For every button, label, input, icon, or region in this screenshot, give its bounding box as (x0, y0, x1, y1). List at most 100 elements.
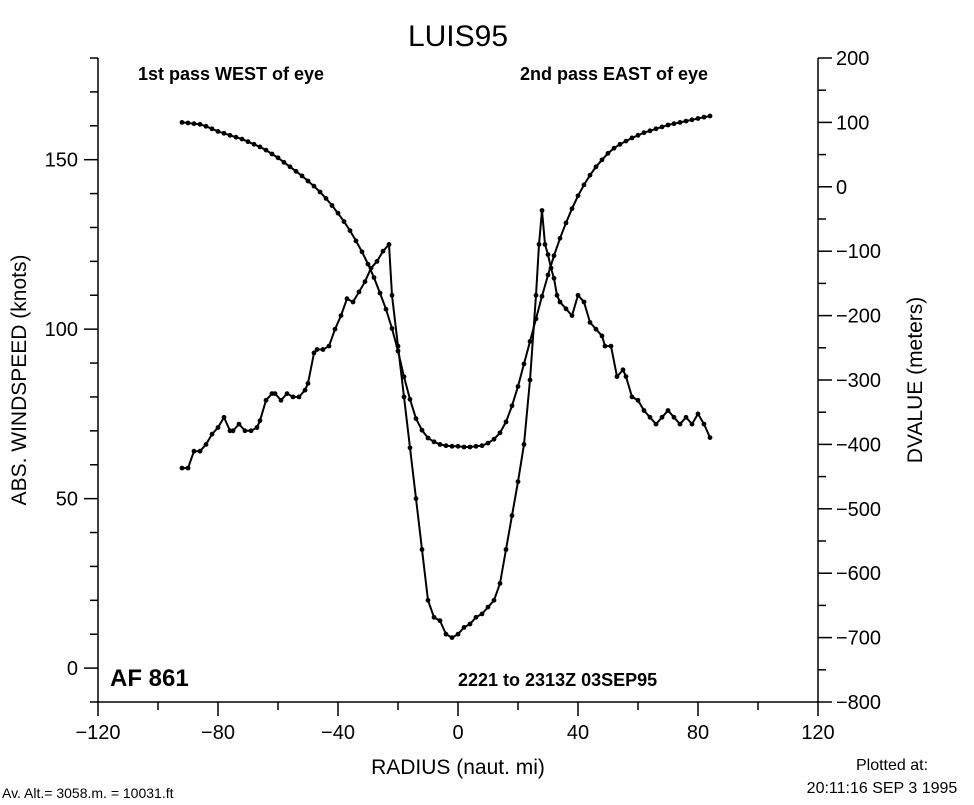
windspeed-point (443, 631, 449, 637)
dvalue-point (599, 157, 605, 163)
annotation-aircraft: AF 861 (110, 665, 189, 692)
dvalue-point (683, 118, 689, 124)
dvalue-point (581, 182, 587, 188)
windspeed-point (254, 425, 260, 430)
windspeed-point (326, 343, 332, 349)
x-tick-label: −80 (201, 722, 235, 744)
dvalue-point (275, 155, 281, 161)
windspeed-point (683, 414, 689, 420)
windspeed-point (479, 611, 485, 617)
x-tick-label: 0 (452, 722, 463, 744)
windspeed-point (242, 428, 248, 434)
windspeed-point (653, 421, 659, 427)
windspeed-point (647, 414, 653, 420)
windspeed-point (536, 242, 542, 247)
dvalue-point (359, 249, 365, 255)
windspeed-point (338, 313, 344, 318)
windspeed-point (356, 289, 362, 295)
windspeed-point (455, 631, 461, 637)
y-right-tick-label: 200 (836, 48, 869, 70)
dvalue-point (269, 151, 275, 157)
dvalue-point (575, 193, 581, 199)
windspeed-point (695, 411, 701, 417)
x-tick-label: 80 (687, 722, 709, 744)
dvalue-point (317, 189, 323, 195)
dvalue-point (479, 443, 485, 449)
x-axis-label: RADIUS (naut. mi) (371, 756, 545, 779)
dvalue-point (677, 120, 683, 125)
dvalue-point (629, 135, 635, 141)
windspeed-point (302, 387, 308, 393)
windspeed-point (677, 421, 683, 427)
dvalue-point (233, 134, 239, 140)
dvalue-point (395, 348, 401, 354)
y-right-tick-label: −400 (836, 434, 881, 456)
windspeed-point (272, 391, 278, 396)
windspeed-point (641, 408, 647, 413)
dvalue-point (503, 419, 509, 425)
y-axis-label-left: ABS. WINDSPEED (knots) (8, 255, 31, 506)
dvalue-point (335, 210, 341, 216)
windspeed-point (407, 445, 413, 451)
dvalue-point (455, 443, 461, 449)
windspeed-point (521, 442, 527, 447)
dvalue-point (569, 206, 575, 212)
windspeed-point (614, 374, 620, 379)
dvalue-point (185, 120, 191, 126)
dvalue-point (647, 128, 653, 134)
y-axis-label-right: DVALUE (meters) (904, 297, 927, 463)
dvalue-point (497, 430, 503, 436)
windspeed-point (374, 259, 380, 264)
dvalue-point (197, 121, 203, 127)
windspeed-point (449, 635, 455, 640)
dvalue-point (551, 253, 557, 259)
dvalue-point (413, 416, 419, 421)
dvalue-point (227, 132, 233, 138)
windspeed-point (593, 326, 599, 332)
x-tick-label: 40 (567, 722, 589, 744)
dvalue-point (311, 183, 317, 189)
windspeed-point (545, 252, 551, 257)
windspeed-point (236, 421, 242, 427)
dvalue-point (641, 130, 647, 136)
dvalue-point (593, 164, 599, 170)
dvalue-point (341, 219, 347, 225)
y-right-tick-label: −800 (836, 692, 881, 714)
windspeed-point (230, 428, 236, 434)
dvalue-point (299, 173, 305, 179)
windspeed-point (635, 397, 641, 403)
dvalue-point (209, 126, 215, 132)
windspeed-point (542, 242, 548, 247)
dvalue-point (521, 361, 527, 367)
dvalue-point (617, 141, 623, 147)
dvalue-point (491, 436, 497, 442)
dvalue-point (365, 261, 371, 267)
windspeed-point (191, 448, 197, 454)
windspeed-point (311, 350, 317, 356)
annotation-first-pass: 1st pass WEST of eye (138, 64, 324, 84)
windspeed-point (437, 618, 443, 624)
windspeed-point (332, 326, 338, 332)
dvalue-point (407, 396, 413, 402)
y-right-tick-label: −700 (836, 628, 881, 650)
windspeed-point (467, 621, 473, 627)
dvalue-point (353, 238, 359, 244)
windspeed-point (380, 248, 386, 254)
windspeed-point (557, 299, 563, 305)
y-right-tick-label: −200 (836, 306, 881, 328)
windspeed-point (389, 292, 395, 298)
dvalue-point (323, 196, 329, 201)
windspeed-point (497, 581, 503, 586)
x-tick-label: 120 (801, 722, 834, 744)
chart-title: LUIS95 (408, 20, 508, 53)
windspeed-series-line (182, 210, 711, 639)
windspeed-point (509, 513, 515, 518)
dvalue-point (425, 435, 431, 441)
windspeed-point (263, 397, 269, 403)
windspeed-point (551, 275, 557, 281)
windspeed-point (659, 414, 665, 420)
y-right-tick-label: 0 (836, 177, 847, 199)
windspeed-point (248, 428, 254, 434)
y-right-tick-label: 100 (836, 112, 869, 134)
windspeed-point (515, 479, 521, 485)
